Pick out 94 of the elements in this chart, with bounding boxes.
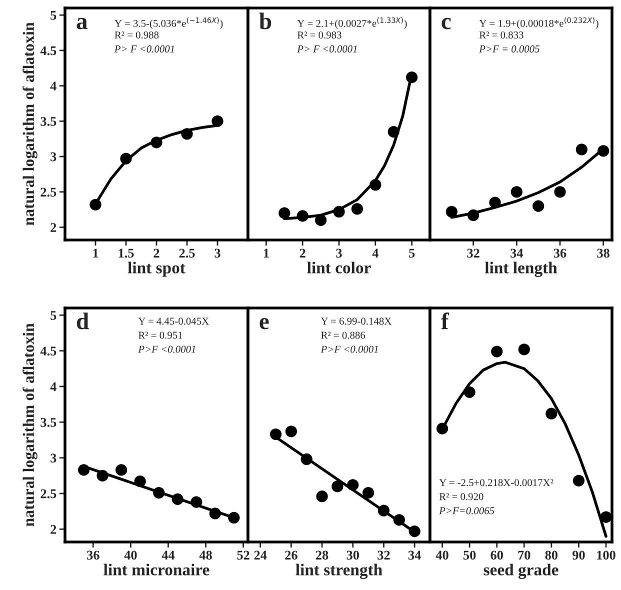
y-tick-label: 2 (50, 223, 56, 232)
y-tick-label: 2.5 (40, 188, 56, 197)
annotation: Y = -2.5+0.218X-0.0017X² (439, 479, 554, 486)
x-tick-label: 100 (597, 550, 616, 560)
annotation: R² = 0.951 (138, 332, 182, 339)
point (491, 346, 503, 358)
annotation: b (259, 12, 272, 30)
point (116, 464, 128, 476)
x-tick-label: 34 (510, 248, 524, 258)
point (554, 186, 566, 198)
y-axis-title: natural logarithm of aflatoxin (22, 22, 38, 226)
y-tick-label: 2.5 (40, 489, 56, 498)
annotation: Y = 3.5-(5.036*e$^{(−1.46X)}$) (114, 17, 223, 30)
y-tick-label: 5 (50, 311, 56, 320)
annotation: R² = 0.833 (479, 32, 524, 39)
point (546, 408, 558, 420)
y-tick-label: 4.5 (40, 46, 56, 56)
y-tick-label: 3.5 (40, 418, 56, 427)
annotation: Y = 4.45-0.045X (138, 318, 209, 325)
x-tick-label: 3 (214, 248, 220, 258)
x-tick-label: 32 (467, 248, 480, 258)
x-tick-label: 5 (409, 248, 415, 258)
x-tick-label: 52 (237, 550, 250, 560)
x-tick-label: 90 (572, 550, 585, 560)
annotation: R² = 0.886 (321, 332, 366, 339)
y-tick-label: 3 (50, 152, 56, 162)
y-tick-label: 4 (50, 382, 56, 392)
point (332, 480, 344, 492)
x-tick-label: 2 (300, 248, 306, 258)
annotation: Y = 2.1+(0.0027*e$^{(1.33X)}$) (297, 17, 407, 30)
annotation: f (441, 312, 450, 330)
x-tick-label: 26 (285, 550, 298, 560)
point (510, 186, 522, 198)
point (316, 490, 328, 502)
x-tick-label: 4 (372, 248, 378, 258)
x-tick-label: 2.5 (179, 248, 195, 258)
x-axis-title: lint strength (296, 564, 382, 579)
point (518, 344, 530, 356)
x-tick-label: 1 (264, 248, 269, 258)
y-tick-label: 5 (50, 11, 56, 20)
point (278, 207, 290, 219)
point (576, 144, 588, 156)
annotation: P>F = 0.0005 (479, 45, 540, 52)
x-tick-label: 70 (518, 550, 530, 560)
y-tick-label: 3 (50, 454, 56, 463)
x-tick-label: 34 (408, 550, 421, 560)
x-tick-label: 60 (490, 550, 503, 560)
y-tick-label: 3.5 (40, 117, 56, 126)
annotation: P>F <0.0001 (138, 346, 196, 353)
point (572, 474, 585, 486)
x-tick-label: 1.5 (118, 248, 134, 258)
x-axis-title: lint spot (128, 262, 186, 277)
y-axis-title: natural logarithm of aflatoxin (22, 323, 38, 526)
point (351, 203, 364, 215)
x-axis-title: lint micronaire (104, 564, 210, 576)
annotation: P> F <0.0001 (297, 45, 357, 52)
point (532, 200, 544, 212)
annotation: a (76, 18, 88, 30)
annotation: R² = 0.988 (114, 32, 159, 39)
annotation: R² = 0.920 (439, 493, 484, 500)
x-tick-label: 3 (336, 248, 342, 258)
x-tick-label: 80 (545, 550, 558, 560)
y-tick-label: 2 (50, 525, 56, 534)
annotation: e (260, 318, 269, 330)
x-tick-label: 36 (87, 550, 100, 560)
annotation: d (76, 312, 89, 330)
point (446, 206, 458, 218)
annotation: P>F=0.0065 (439, 507, 494, 514)
annotation: P> F <0.0001 (114, 45, 174, 52)
y-tick-label: 4.5 (40, 346, 56, 356)
x-tick-label: 30 (346, 550, 359, 560)
annotation: Y = 1.9+(0.00018*e$^{(0.232X)}$) (479, 17, 598, 30)
y-tick-label: 4 (50, 82, 56, 90)
x-tick-label: 48 (199, 550, 212, 560)
x-tick-label: 2 (154, 248, 160, 258)
x-axis-title: seed grade (484, 564, 558, 579)
annotation: c (442, 18, 451, 30)
point (362, 486, 374, 499)
annotation: P>F <0.0001 (320, 346, 378, 353)
x-tick-label: 28 (316, 550, 328, 560)
annotation: R² = 0.983 (297, 32, 342, 39)
x-tick-label: 36 (554, 248, 566, 258)
x-axis-title: lint length (484, 262, 558, 277)
x-tick-label: 40 (124, 550, 137, 560)
x-tick-label: 24 (254, 550, 267, 560)
x-tick-label: 1 (93, 248, 98, 258)
x-tick-label: 44 (162, 550, 175, 560)
annotation: Y = 6.99-0.148X (320, 318, 392, 325)
x-tick-label: 50 (463, 550, 476, 560)
x-tick-label: 32 (378, 550, 390, 560)
point (285, 426, 297, 438)
x-tick-label: 40 (436, 550, 448, 560)
x-tick-label: 38 (597, 248, 610, 258)
x-axis-title: lint color (307, 262, 371, 274)
